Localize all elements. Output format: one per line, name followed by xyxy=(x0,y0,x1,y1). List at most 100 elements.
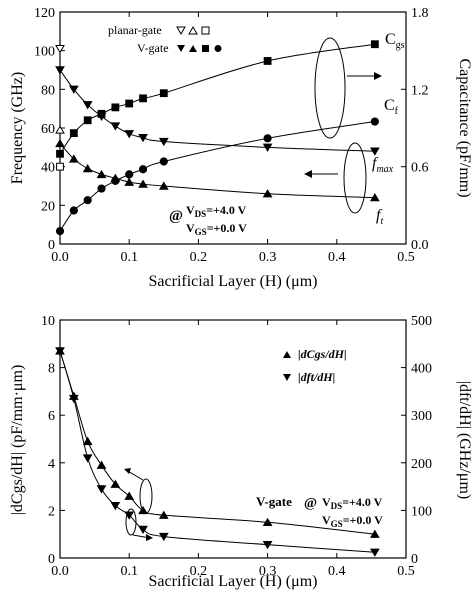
marker-ft xyxy=(82,164,93,173)
marker-cf xyxy=(83,196,92,205)
marker-dcgs xyxy=(262,517,273,526)
marker-cf xyxy=(55,227,65,236)
arrow-dcgs-head xyxy=(124,468,131,474)
marker-ft xyxy=(96,169,107,179)
marker-dft xyxy=(110,501,121,511)
top-y-tick-label: 0 xyxy=(48,238,55,253)
legend-vgate-circle xyxy=(214,45,222,52)
top-x-tick-label: 0.1 xyxy=(120,250,138,265)
legend-planar-gate: planar-gate xyxy=(108,23,162,37)
marker-cgs xyxy=(69,129,78,138)
legend-dcgs-marker xyxy=(283,351,291,358)
bottom-y2-tick-label: 300 xyxy=(411,409,432,424)
bottom-y2-tick-label: 100 xyxy=(411,504,432,519)
marker-planar_ft xyxy=(55,125,65,134)
marker-cf xyxy=(97,184,106,193)
marker-cf xyxy=(111,176,120,185)
series-line-ft xyxy=(59,143,375,199)
arrow-left-head xyxy=(304,170,312,178)
label-cf: Cf xyxy=(384,97,399,117)
top-y-tick-label: 40 xyxy=(41,161,55,176)
top-vgs-label: VGS=+0.0 V xyxy=(186,221,247,237)
bottom-y2-tick-label: 500 xyxy=(411,314,432,329)
marker-dft xyxy=(138,525,148,535)
label-fmax: fmax xyxy=(372,155,394,175)
top-y-tick-label: 60 xyxy=(41,122,55,137)
top-x-tick-label: 0.2 xyxy=(190,250,208,265)
top-y-tick-label: 80 xyxy=(41,83,55,98)
arrow-right-head xyxy=(374,72,382,80)
bottom-y-tick-label: 8 xyxy=(48,362,55,377)
label-ft: ft xyxy=(376,207,383,227)
marker-fmax xyxy=(158,137,169,147)
marker-dft xyxy=(82,454,93,463)
legend-planar-tri-up xyxy=(188,25,198,35)
marker-dcgs xyxy=(369,529,380,538)
marker-ft xyxy=(262,189,273,198)
arrow-dft-head xyxy=(146,534,153,541)
top-y-tick-label: 100 xyxy=(34,45,55,60)
marker-cf xyxy=(159,157,168,166)
bottom-bias-annotation: V-gate @ VDS=+4.0 V VGS=+0.0 V xyxy=(256,494,383,529)
bottom-x-tick-label: 0.1 xyxy=(120,564,138,579)
marker-fmax xyxy=(55,66,65,75)
marker-ft xyxy=(124,177,135,186)
bottom-y2-axis-label: |dft/dH| (GHz/μm) xyxy=(456,381,473,500)
marker-fmax xyxy=(68,85,79,94)
legend-dcgs-label: |dCgs/dH| xyxy=(298,347,347,361)
bottom-chart: 0.0 0.1 0.2 0.3 0.4 0.50246810010020030040050… xyxy=(9,314,473,590)
top-x-axis-label: Sacrificial Layer (H) (μm) xyxy=(149,273,318,290)
marker-cf xyxy=(125,170,134,179)
bottom-vds-label: VDS=+4.0 V xyxy=(322,495,383,511)
marker-cf xyxy=(138,165,148,174)
top-ticks: 0.0 0.1 0.2 0.3 0.4 0.5 0 20 40 60 80 100 120 0.0 0.6 1… xyxy=(34,6,429,265)
marker-fmax xyxy=(110,122,121,131)
marker-cgs xyxy=(83,116,92,125)
ellipse-dft-group xyxy=(125,508,137,536)
bottom-y-tick-label: 6 xyxy=(48,409,55,424)
top-vds-label: VDS=+4.0 V xyxy=(186,203,247,219)
bottom-y-tick-label: 0 xyxy=(48,552,55,567)
marker-dft xyxy=(68,394,79,404)
bottom-y-axis-label: |dCgs/dH| (pF/mm·μm) xyxy=(9,365,26,516)
bottom-y2-tick-label: 0 xyxy=(411,552,418,567)
top-at-symbol: @ xyxy=(169,208,183,224)
top-y2-axis-label: Capacitance (pF/mm) xyxy=(456,58,473,197)
ellipse-frequency-group xyxy=(343,142,367,214)
ellipse-capacitance-group xyxy=(314,37,346,139)
legend-dft-label: |dft/dH| xyxy=(298,370,335,384)
marker-ft xyxy=(158,181,169,190)
marker-ft xyxy=(138,179,148,188)
marker-fmax xyxy=(138,133,148,143)
marker-cf xyxy=(69,206,78,215)
bottom-x-tick-label: 0.3 xyxy=(259,564,277,579)
marker-cgs xyxy=(139,94,147,103)
bottom-legend: |dCgs/dH| |dft/dH| xyxy=(283,347,347,384)
marker-dft xyxy=(158,532,169,542)
marker-fmax xyxy=(124,130,135,139)
top-y2-tick-label: 1.2 xyxy=(411,83,429,98)
marker-dcgs xyxy=(96,460,107,469)
marker-dcgs xyxy=(158,510,169,519)
bottom-plot-frame xyxy=(59,319,407,559)
marker-dcgs xyxy=(110,479,121,488)
legend-planar-tri-down xyxy=(176,26,186,36)
bottom-x-tick-label: 0.0 xyxy=(51,564,69,579)
top-x-tick-label: 0.0 xyxy=(51,250,69,265)
bottom-y-tick-label: 10 xyxy=(41,314,55,329)
marker-cgs xyxy=(370,40,379,49)
top-legend: planar-gate V-gate xyxy=(108,23,222,55)
marker-cf xyxy=(263,134,272,143)
bottom-y-tick-label: 2 xyxy=(48,504,55,519)
legend-vgate-square xyxy=(202,45,209,52)
top-y-tick-label: 20 xyxy=(41,199,55,214)
bottom-x-tick-label: 0.5 xyxy=(397,564,415,579)
marker-cgs xyxy=(263,57,272,65)
marker-cf xyxy=(370,117,379,126)
legend-v-gate: V-gate xyxy=(137,41,169,55)
marker-cgs xyxy=(56,149,64,158)
marker-dcgs xyxy=(82,436,93,446)
top-x-tick-label: 0.3 xyxy=(259,250,277,265)
bottom-x-tick-label: 0.4 xyxy=(328,564,346,579)
legend-dft-marker xyxy=(283,374,291,381)
